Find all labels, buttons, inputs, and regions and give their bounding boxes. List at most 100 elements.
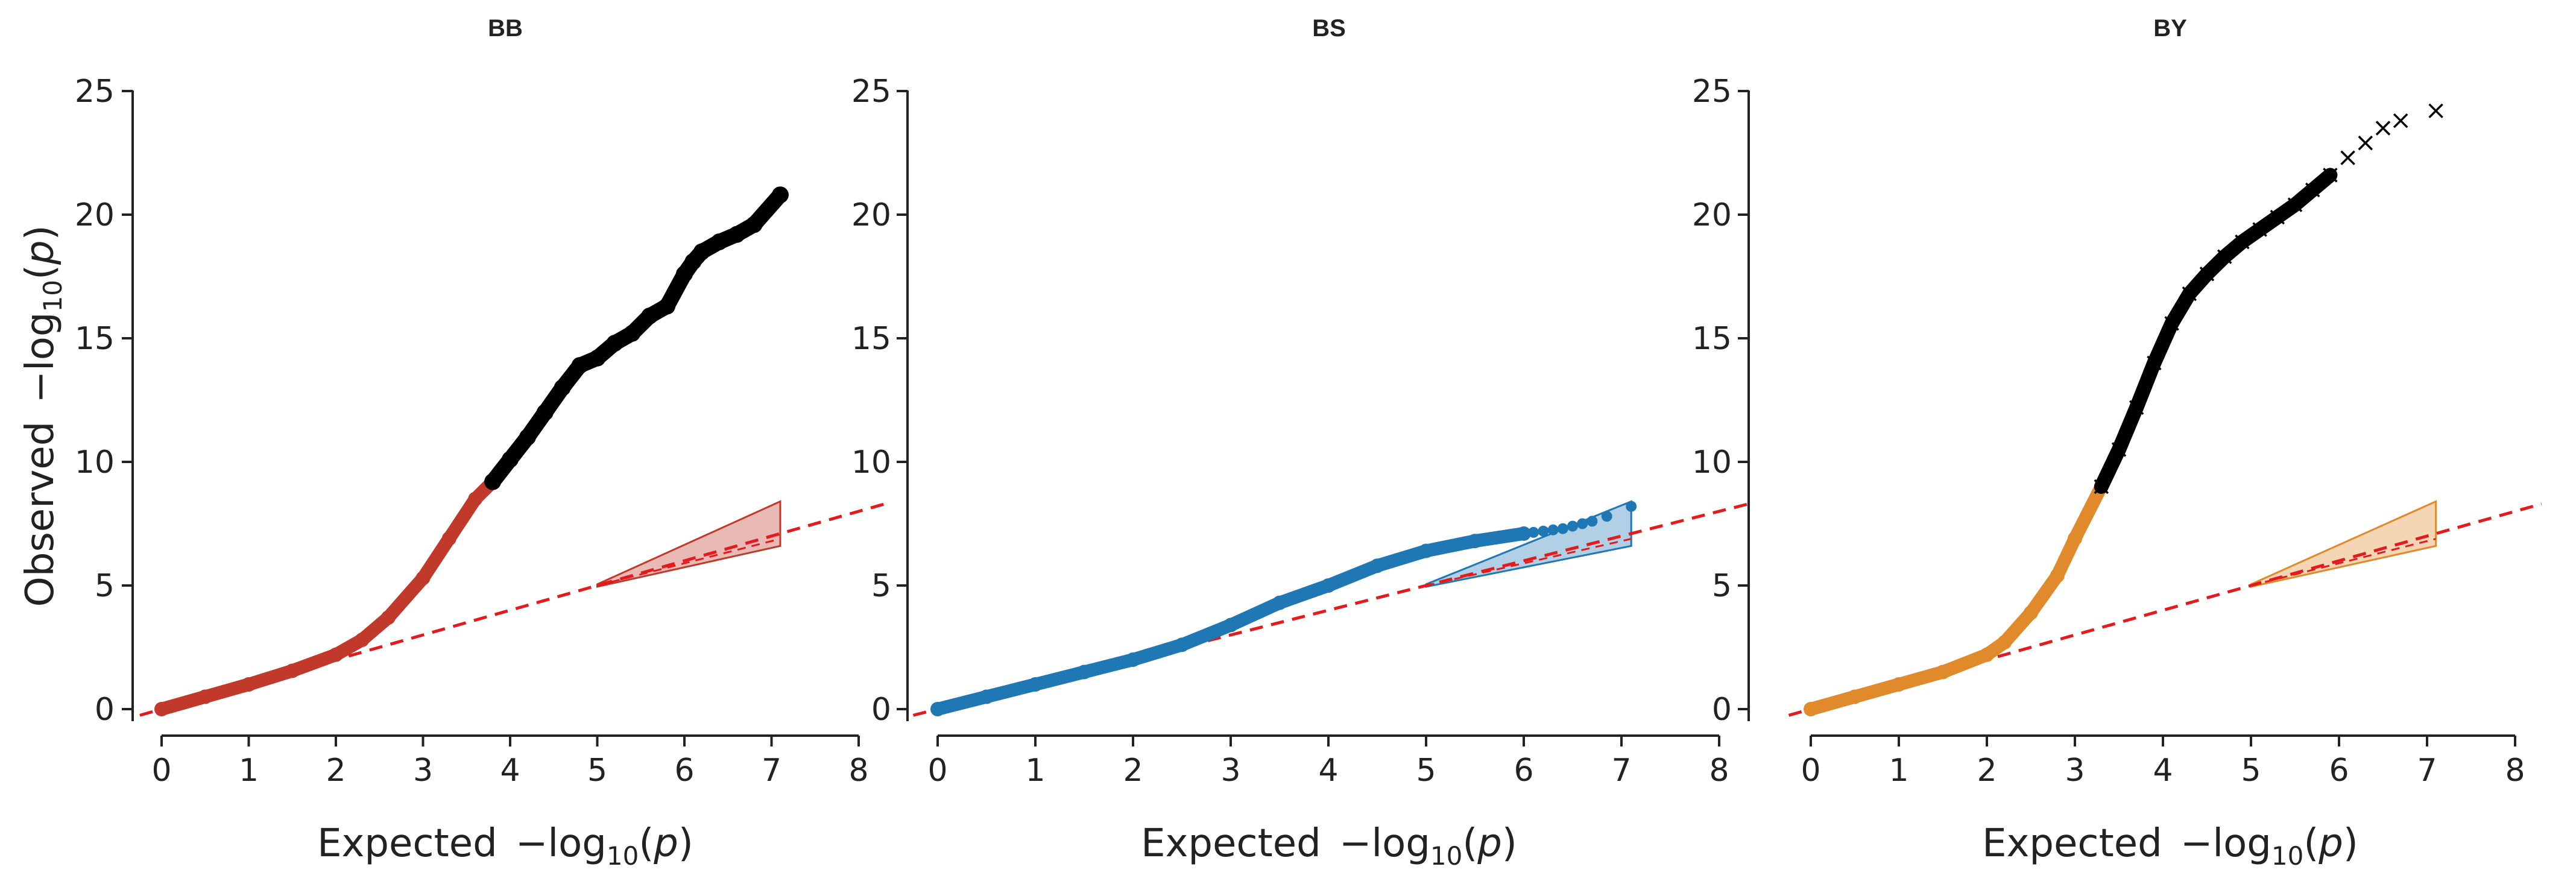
x-tick-label: 2 bbox=[326, 753, 346, 789]
qq-point bbox=[441, 531, 456, 546]
tail-point bbox=[693, 243, 710, 260]
y-tick-label: 0 bbox=[1712, 692, 1732, 728]
band-center-line bbox=[1425, 538, 1632, 587]
x-tick-label: 7 bbox=[762, 753, 781, 789]
tail-point bbox=[2129, 400, 2144, 415]
y-tick-label: 10 bbox=[75, 444, 115, 481]
band-center-line bbox=[597, 538, 781, 587]
tail-point bbox=[676, 265, 693, 283]
x-tick-label: 6 bbox=[2329, 753, 2349, 789]
tail-point bbox=[571, 357, 589, 374]
tail-point bbox=[771, 186, 789, 204]
x-tick-label: 2 bbox=[1977, 753, 1997, 789]
band-center-line bbox=[2250, 538, 2436, 587]
x-marker-stroke bbox=[2217, 249, 2232, 264]
x-marker-stroke bbox=[2323, 168, 2338, 183]
x-tick-label: 3 bbox=[413, 753, 433, 789]
x-tick-label: 5 bbox=[587, 753, 607, 789]
y-tick-label: 10 bbox=[851, 444, 891, 481]
tail-point bbox=[1586, 516, 1598, 527]
qq-point bbox=[2068, 531, 2082, 546]
y-tick-label: 10 bbox=[1692, 444, 1732, 481]
tail-point bbox=[606, 335, 623, 352]
y-tick-label: 25 bbox=[1692, 74, 1732, 110]
tail-point bbox=[2358, 135, 2373, 151]
tail-point bbox=[2182, 286, 2197, 301]
qq-point bbox=[329, 647, 343, 662]
qq-point bbox=[415, 570, 431, 586]
qq-point bbox=[1892, 677, 1906, 692]
x-tick-label: 4 bbox=[2153, 753, 2173, 789]
y-tick-label: 0 bbox=[95, 692, 115, 728]
tail-point bbox=[519, 429, 536, 446]
tail-point bbox=[710, 233, 728, 251]
y-tick-label: 15 bbox=[1692, 321, 1732, 357]
confidence-band bbox=[2250, 500, 2437, 588]
tail-point bbox=[623, 324, 641, 342]
tail-point bbox=[658, 297, 676, 315]
y-tick-label: 0 bbox=[871, 692, 891, 728]
tail-point bbox=[2375, 121, 2391, 136]
qq-curve bbox=[1804, 480, 2108, 716]
tail-point bbox=[745, 216, 763, 233]
tail-point bbox=[589, 349, 606, 367]
qq-point bbox=[380, 610, 396, 625]
qq-point bbox=[1370, 558, 1384, 573]
tail-point bbox=[2323, 168, 2338, 183]
qq-point bbox=[1272, 595, 1287, 610]
tail-point bbox=[1538, 525, 1549, 537]
tail-point bbox=[2235, 234, 2250, 250]
x-marker-stroke bbox=[2252, 222, 2267, 237]
qq-point bbox=[2024, 605, 2038, 620]
x-tick-label: 6 bbox=[1514, 753, 1533, 789]
qq-point bbox=[2050, 568, 2065, 583]
x-tick-label: 0 bbox=[1801, 753, 1820, 789]
tail-point bbox=[484, 473, 502, 490]
tail-point bbox=[2252, 222, 2267, 237]
panel-title: BS bbox=[1312, 15, 1346, 42]
qq-point bbox=[1077, 664, 1091, 680]
tail-point bbox=[1557, 523, 1568, 534]
tail-point bbox=[1577, 518, 1588, 529]
qq-panel-by: BY 0 1 2 3 4 5 6 7 8 0 5 10 15 20 25 Expected −log10(p) bbox=[1692, 15, 2542, 871]
qq-point bbox=[1028, 677, 1043, 692]
reference-line bbox=[912, 502, 1749, 717]
qq-point bbox=[930, 702, 945, 716]
x-tick-label: 5 bbox=[1416, 753, 1436, 789]
qq-point bbox=[285, 663, 300, 678]
y-tick-label: 20 bbox=[851, 197, 891, 233]
qq-point bbox=[1175, 637, 1189, 652]
x-marker-stroke bbox=[2305, 182, 2320, 198]
tail-point bbox=[2111, 442, 2127, 457]
qq-point bbox=[1468, 534, 1482, 549]
x-tick-label: 3 bbox=[1220, 753, 1240, 789]
qq-point bbox=[355, 633, 370, 648]
qq-point bbox=[1997, 635, 2012, 650]
x-marker-stroke bbox=[2111, 442, 2127, 457]
x-marker-stroke bbox=[2094, 479, 2109, 494]
x-tick-label: 1 bbox=[1889, 753, 1908, 789]
tail-point bbox=[536, 404, 554, 421]
x-tick-label: 1 bbox=[1025, 753, 1045, 789]
qq-point bbox=[241, 677, 256, 692]
qq-point bbox=[1321, 578, 1336, 593]
x-marker-stroke bbox=[2129, 400, 2144, 415]
confidence-band bbox=[596, 500, 781, 588]
tail-curve bbox=[2094, 168, 2338, 494]
x-tick-label: 4 bbox=[1318, 753, 1338, 789]
tail-point bbox=[502, 450, 519, 468]
x-axis-label: Expected −log10(p) bbox=[1141, 821, 1517, 871]
y-tick-label: 25 bbox=[75, 74, 115, 110]
panel-title: BB bbox=[488, 15, 523, 42]
x-marker-stroke bbox=[2235, 234, 2250, 250]
qq-panel-bb: BB 0 1 2 3 4 5 6 7 8 0 5 10 15 20 25 Expected −log10(p) bbox=[75, 15, 886, 871]
y-tick-label: 5 bbox=[95, 568, 115, 604]
x-tick-label: 0 bbox=[927, 753, 947, 789]
panel-title: BY bbox=[2153, 15, 2187, 42]
x-marker-stroke bbox=[2358, 135, 2373, 151]
tail-point bbox=[1547, 524, 1559, 535]
tail-point bbox=[2217, 249, 2232, 264]
x-axis-label: Expected −log10(p) bbox=[317, 821, 693, 871]
x-tick-label: 4 bbox=[500, 753, 520, 789]
